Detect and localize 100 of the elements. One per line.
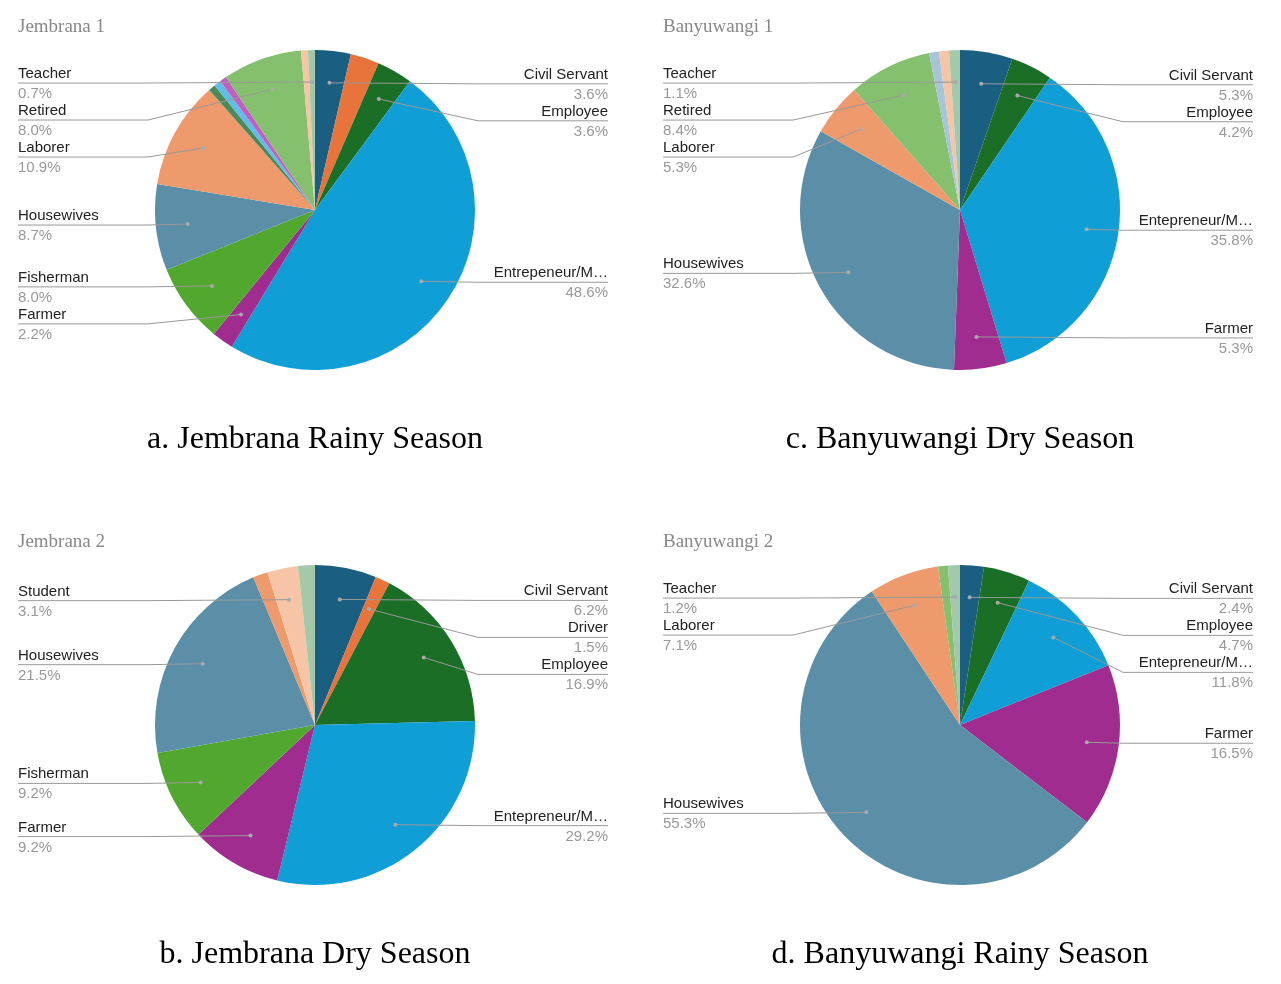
pie-slice — [231, 81, 475, 370]
slice-label: Retired — [18, 101, 67, 119]
data-label: 8.4% — [663, 121, 698, 139]
data-label: 11.8% — [1211, 673, 1253, 691]
pie-slice — [937, 565, 960, 725]
pie-slice — [929, 51, 960, 210]
pie-slice — [960, 58, 1050, 210]
data-label: 1.1% — [663, 84, 698, 102]
slice-label: Laborer — [663, 616, 715, 634]
pie-slice — [960, 565, 985, 725]
data-label: 4.2% — [1218, 122, 1253, 140]
pie-slice — [155, 577, 315, 753]
pie-slice — [315, 583, 475, 725]
pie-slice — [315, 54, 379, 210]
chart-title: Banyuwangi 2 — [663, 530, 774, 551]
pie-slice — [157, 89, 315, 210]
pie-slice — [820, 89, 960, 210]
slice-label: Farmer — [18, 817, 67, 835]
data-label: 3.6% — [573, 121, 608, 139]
data-label: 8.0% — [18, 121, 53, 139]
slice-label: Housewives — [18, 645, 99, 663]
slice-label: Teacher — [663, 579, 717, 597]
pie-slice — [253, 572, 315, 725]
data-label: 7.1% — [663, 636, 698, 654]
data-label: 9.2% — [18, 784, 53, 802]
pie-slice — [166, 210, 315, 334]
pie-slice — [854, 53, 960, 210]
slice-label: Civil Servant — [1168, 579, 1254, 597]
slice-label: Entepreneur/M… — [1138, 653, 1253, 671]
slice-label: Farmer — [18, 304, 67, 322]
slice-label: Civil Servant — [523, 64, 609, 82]
pie-slice — [315, 63, 410, 210]
data-label: 2.2% — [18, 324, 53, 342]
slice-label: Retired — [663, 101, 712, 119]
pie-slice — [960, 665, 1120, 823]
slice-label: Farmer — [1204, 318, 1253, 336]
text: a. Jembrana Rainy Season — [147, 419, 483, 455]
slice-label: Employee — [541, 655, 608, 673]
pie-slice — [225, 50, 315, 210]
slice-label: Teacher — [663, 64, 717, 82]
data-label: 3.1% — [18, 601, 53, 619]
slice-label: Housewives — [18, 206, 99, 224]
data-label: 5.3% — [663, 158, 698, 176]
data-label: 8.7% — [18, 226, 53, 244]
data-label: 5.3% — [1218, 338, 1253, 356]
pie-slice — [960, 580, 1109, 725]
text: d. Banyuwangi Rainy Season — [771, 934, 1149, 970]
pie-slice — [213, 210, 315, 347]
pie-slice — [800, 131, 960, 370]
pie-slice — [960, 77, 1120, 364]
slice-label: Employee — [1186, 616, 1253, 634]
data-label: 1.5% — [573, 638, 608, 656]
data-label: 32.6% — [663, 274, 706, 292]
slice-label: Housewives — [663, 794, 744, 812]
pie-slice — [960, 50, 1013, 210]
pie-slice — [315, 565, 376, 725]
pie-slice — [871, 566, 960, 725]
slice-label: Laborer — [663, 138, 715, 156]
pie-slice — [315, 576, 390, 725]
data-label: 0.7% — [18, 84, 53, 102]
data-label: 9.2% — [18, 837, 53, 855]
chart-title: Jembrana 2 — [18, 530, 106, 551]
slice-label: Civil Servant — [1168, 65, 1254, 83]
pie-slice — [157, 725, 315, 835]
data-label: 16.5% — [1210, 744, 1253, 762]
slice-label: Farmer — [1204, 724, 1253, 742]
slice-label: Employee — [541, 101, 608, 119]
data-label: 35.8% — [1210, 231, 1253, 249]
chart-title: Banyuwangi 1 — [663, 15, 774, 36]
data-label: 29.2% — [565, 826, 608, 844]
slice-label: Employee — [1186, 102, 1253, 120]
slice-label: Housewives — [663, 254, 744, 272]
data-label: 3.6% — [573, 84, 608, 102]
pie-slice — [198, 725, 315, 881]
pie-slice — [953, 210, 1007, 370]
slice-label: Entepreneur/M… — [1138, 211, 1253, 229]
data-label: 48.6% — [565, 283, 608, 301]
slice-label: Driver — [568, 618, 608, 636]
pie-slice — [800, 591, 1088, 885]
slice-label: Fisherman — [18, 267, 89, 285]
pie-slice — [267, 565, 315, 725]
slice-label: Entrepeneur/M… — [493, 263, 608, 281]
slice-label: Laborer — [18, 138, 70, 156]
data-label: 5.3% — [1218, 85, 1253, 103]
pie-slice — [155, 183, 315, 270]
slice-label: Fisherman — [18, 764, 89, 782]
data-label: 4.7% — [1218, 636, 1253, 654]
data-label: 10.9% — [18, 158, 61, 176]
chart-title: Jembrana 1 — [18, 15, 106, 36]
text: b. Jembrana Dry Season — [159, 934, 471, 970]
data-label: 21.5% — [18, 665, 61, 683]
text: c. Banyuwangi Dry Season — [785, 419, 1135, 455]
data-label: 6.2% — [573, 601, 608, 619]
data-label: 16.9% — [565, 675, 608, 693]
slice-label: Teacher — [18, 64, 72, 82]
slice-label: Entepreneur/M… — [493, 806, 608, 824]
slice-label: Student — [18, 581, 71, 599]
pie-slice — [315, 50, 351, 210]
pie-slice — [277, 720, 475, 885]
pie-slice — [960, 566, 1030, 725]
